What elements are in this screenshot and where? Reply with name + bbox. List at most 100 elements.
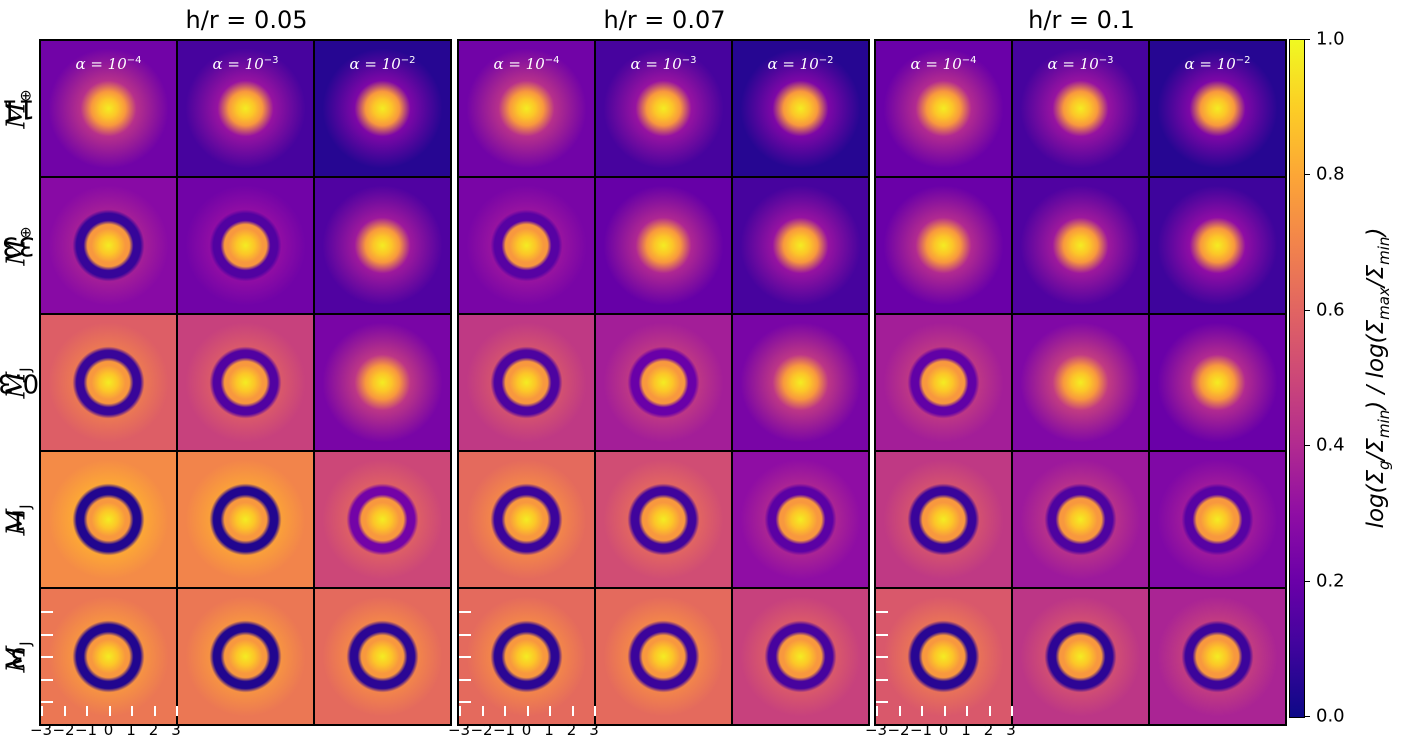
x-tick-mark [876, 706, 878, 716]
y-tick-mark [459, 656, 471, 658]
y-tick-mark [41, 611, 53, 613]
x-tick-mark [482, 706, 484, 716]
x-tick-mark [572, 706, 574, 716]
alpha-base: α = 10 [767, 55, 819, 73]
heatmap-cell [596, 589, 731, 724]
x-tick-label: 3 [1006, 721, 1016, 739]
heatmap-cell [596, 178, 731, 313]
x-tick-label: −2 [887, 721, 910, 739]
alpha-label: α = 10−4 [41, 55, 176, 73]
row-label: 3 MJ [0, 589, 38, 724]
colorbar-tick [1304, 580, 1310, 582]
heatmap-panel: α = 10−4 α = 10−3 α = 10−2 [874, 39, 1287, 726]
alpha-base: α = 10 [212, 55, 264, 73]
x-tick-mark [527, 706, 529, 716]
x-tick-label: 1 [126, 721, 136, 739]
colorbar-tick-label: 0.0 [1316, 705, 1345, 727]
y-tick-mark [459, 611, 471, 613]
x-tick-mark [109, 706, 111, 716]
colorbar-tick-label: 0.2 [1316, 570, 1345, 592]
heatmap-cell [41, 178, 176, 313]
heatmap-cell [459, 315, 594, 450]
alpha-exponent: −2 [818, 55, 834, 66]
row-label-text: 3 MJ [1, 641, 34, 672]
colorbar-tick-label: 0.4 [1316, 434, 1345, 456]
colorbar-tick [1304, 174, 1310, 176]
heatmap-cell [876, 178, 1011, 313]
colorbar-tick-label: 0.6 [1316, 299, 1345, 321]
heatmap-cell [596, 452, 731, 587]
x-tick-label: −2 [470, 721, 493, 739]
x-tick-label: 0 [521, 721, 532, 739]
x-tick-mark [64, 706, 66, 716]
x-tick-label: 3 [171, 721, 181, 739]
heatmap-cell: α = 10−3 [178, 41, 313, 176]
x-tick-label: −3 [447, 721, 471, 739]
x-tick-mark [594, 706, 596, 716]
panel-title: h/r = 0.07 [603, 6, 726, 34]
x-tick-mark [504, 706, 506, 716]
x-tick-mark [989, 706, 991, 716]
y-tick-mark [41, 656, 53, 658]
x-tick-mark [921, 706, 923, 716]
x-tick-mark [176, 706, 178, 716]
x-tick-label: 3 [589, 721, 599, 739]
colorbar [1289, 39, 1305, 718]
alpha-exponent: −4 [961, 55, 977, 66]
heatmap-panel: α = 10−4 α = 10−3 α = 10−2 [457, 39, 870, 726]
heatmap-cell: α = 10−2 [1150, 41, 1285, 176]
planet-mass-value: 3 [9, 641, 27, 672]
alpha-label: α = 10−2 [733, 55, 868, 73]
x-tick-mark [549, 706, 551, 716]
alpha-exponent: −2 [1235, 55, 1251, 66]
heatmap-cell [315, 315, 450, 450]
alpha-label: α = 10−4 [459, 55, 594, 73]
alpha-base: α = 10 [630, 55, 682, 73]
alpha-exponent: −2 [400, 55, 416, 66]
heatmap-cell [459, 589, 594, 724]
x-tick-label: 0 [938, 721, 949, 739]
alpha-exponent: −3 [263, 55, 279, 66]
heatmap-cell [876, 452, 1011, 587]
y-tick-mark [41, 678, 53, 681]
heatmap-cell [733, 589, 868, 724]
heatmap-cell [1150, 589, 1285, 724]
heatmap-cell [178, 315, 313, 450]
row-label: 33 M⊕ [0, 178, 38, 313]
heatmap-cell [1150, 178, 1285, 313]
alpha-base: α = 10 [75, 55, 127, 73]
heatmap-cell: α = 10−4 [459, 41, 594, 176]
heatmap-cell [596, 315, 731, 450]
colorbar-label: log(Σg/Σmin) / log(Σmax/Σmin) [1363, 227, 1393, 529]
alpha-exponent: −3 [681, 55, 697, 66]
panel-title: h/r = 0.1 [1028, 6, 1135, 34]
x-tick-label: 1 [961, 721, 971, 739]
x-tick-label: −1 [492, 721, 516, 739]
x-tick-labels: −3 −2 −1 0 1 2 3 [865, 721, 1016, 739]
heatmap-cell [178, 589, 313, 724]
heatmap-cell [178, 452, 313, 587]
heatmap-cell: α = 10−4 [876, 41, 1011, 176]
x-tick-label: 2 [983, 721, 994, 739]
heatmap-panel: α = 10−4 α = 10−3 α = 10−2 [39, 39, 452, 726]
heatmap-cell [1013, 589, 1148, 724]
heatmap-cell [733, 452, 868, 587]
alpha-base: α = 10 [1184, 55, 1236, 73]
heatmap-cell [315, 178, 450, 313]
heatmap-cell [315, 452, 450, 587]
row-label: 11 M⊕ [0, 41, 38, 176]
x-tick-label: 0 [103, 721, 114, 739]
y-tick-mark [876, 611, 888, 613]
heatmap-cell [178, 178, 313, 313]
heatmap-cell: α = 10−3 [596, 41, 731, 176]
y-tick-mark [876, 656, 888, 658]
heatmap-cell [1013, 452, 1148, 587]
x-tick-label: −2 [52, 721, 75, 739]
x-tick-mark [459, 706, 461, 716]
x-tick-labels: −3 −2 −1 0 1 2 3 [30, 721, 181, 739]
y-tick-mark [459, 678, 471, 681]
row-label-text: 0.3 MJ [0, 367, 39, 398]
colorbar-tick-label: 0.8 [1316, 163, 1345, 185]
alpha-label: α = 10−2 [315, 55, 450, 73]
x-tick-mark [966, 706, 968, 716]
